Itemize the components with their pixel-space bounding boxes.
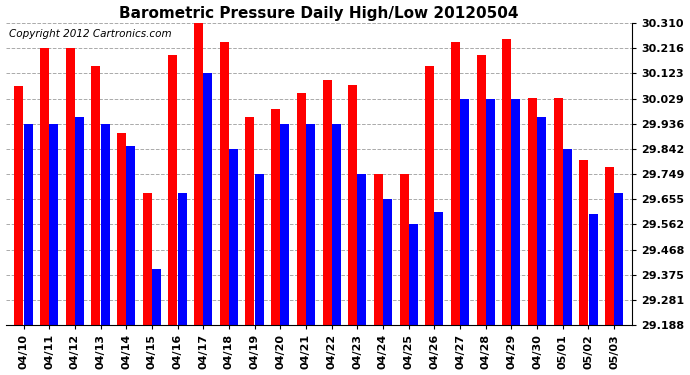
Bar <box>580 160 589 325</box>
Bar <box>357 174 366 325</box>
Bar <box>538 117 546 325</box>
Bar <box>425 66 434 325</box>
Bar <box>306 124 315 325</box>
Bar <box>255 174 264 325</box>
Bar <box>435 211 444 325</box>
Bar <box>297 93 306 325</box>
Bar <box>511 99 520 325</box>
Bar <box>229 149 238 325</box>
Bar <box>49 124 59 325</box>
Bar <box>563 149 572 325</box>
Bar <box>348 85 357 325</box>
Bar <box>408 225 417 325</box>
Bar <box>178 193 187 325</box>
Bar <box>66 48 75 325</box>
Bar <box>92 66 101 325</box>
Bar <box>451 42 460 325</box>
Text: Copyright 2012 Cartronics.com: Copyright 2012 Cartronics.com <box>9 29 171 39</box>
Bar <box>14 86 23 325</box>
Bar <box>460 99 469 325</box>
Bar <box>168 56 177 325</box>
Bar <box>40 48 49 325</box>
Bar <box>383 200 392 325</box>
Bar <box>477 56 486 325</box>
Bar <box>143 193 152 325</box>
Bar <box>528 99 537 325</box>
Bar <box>502 39 511 325</box>
Bar <box>204 74 213 325</box>
Bar <box>23 124 32 325</box>
Bar <box>126 146 135 325</box>
Bar <box>374 174 383 325</box>
Bar <box>553 99 562 325</box>
Bar <box>332 124 341 325</box>
Bar <box>194 23 203 325</box>
Bar <box>322 80 331 325</box>
Bar <box>220 42 229 325</box>
Title: Barometric Pressure Daily High/Low 20120504: Barometric Pressure Daily High/Low 20120… <box>119 6 519 21</box>
Bar <box>400 174 408 325</box>
Bar <box>605 167 614 325</box>
Bar <box>486 99 495 325</box>
Bar <box>614 193 623 325</box>
Bar <box>117 134 126 325</box>
Bar <box>75 117 84 325</box>
Bar <box>246 117 255 325</box>
Bar <box>271 109 280 325</box>
Bar <box>101 124 110 325</box>
Bar <box>152 270 161 325</box>
Bar <box>589 214 598 325</box>
Bar <box>280 124 289 325</box>
